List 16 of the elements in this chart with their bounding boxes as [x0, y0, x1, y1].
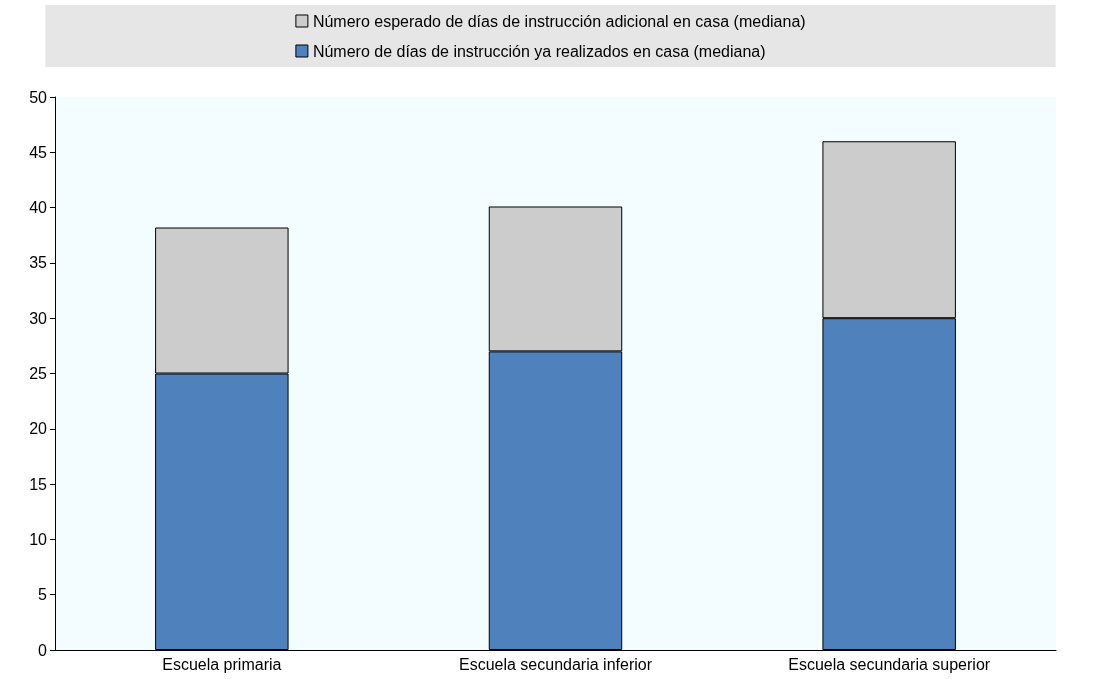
y-tick-label: 0	[38, 641, 48, 659]
y-tick-label: 50	[29, 88, 48, 106]
x-tick-label: Escuela secundaria inferior	[459, 655, 653, 673]
y-tick-label: 25	[29, 365, 48, 382]
x-tick-label: Escuela primaria	[162, 655, 282, 673]
y-tick-label: 35	[29, 254, 48, 272]
y-tick-label: 30	[29, 309, 48, 327]
legend-label: Número de días de instrucción ya realizados en casa (mediana)	[312, 42, 766, 60]
y-tick-label: 45	[29, 143, 48, 161]
y-tick-label: 5	[38, 586, 48, 604]
y-tick-label: 20	[29, 420, 48, 438]
y-tick-label: 10	[29, 530, 48, 548]
y-tick-label: 15	[29, 475, 48, 493]
y-tick-label: 40	[29, 199, 48, 217]
legend-label: Número esperado de días de instrucción adicional en casa (mediana)	[312, 12, 806, 30]
x-tick-label: Escuela secundaria superior	[788, 655, 991, 673]
